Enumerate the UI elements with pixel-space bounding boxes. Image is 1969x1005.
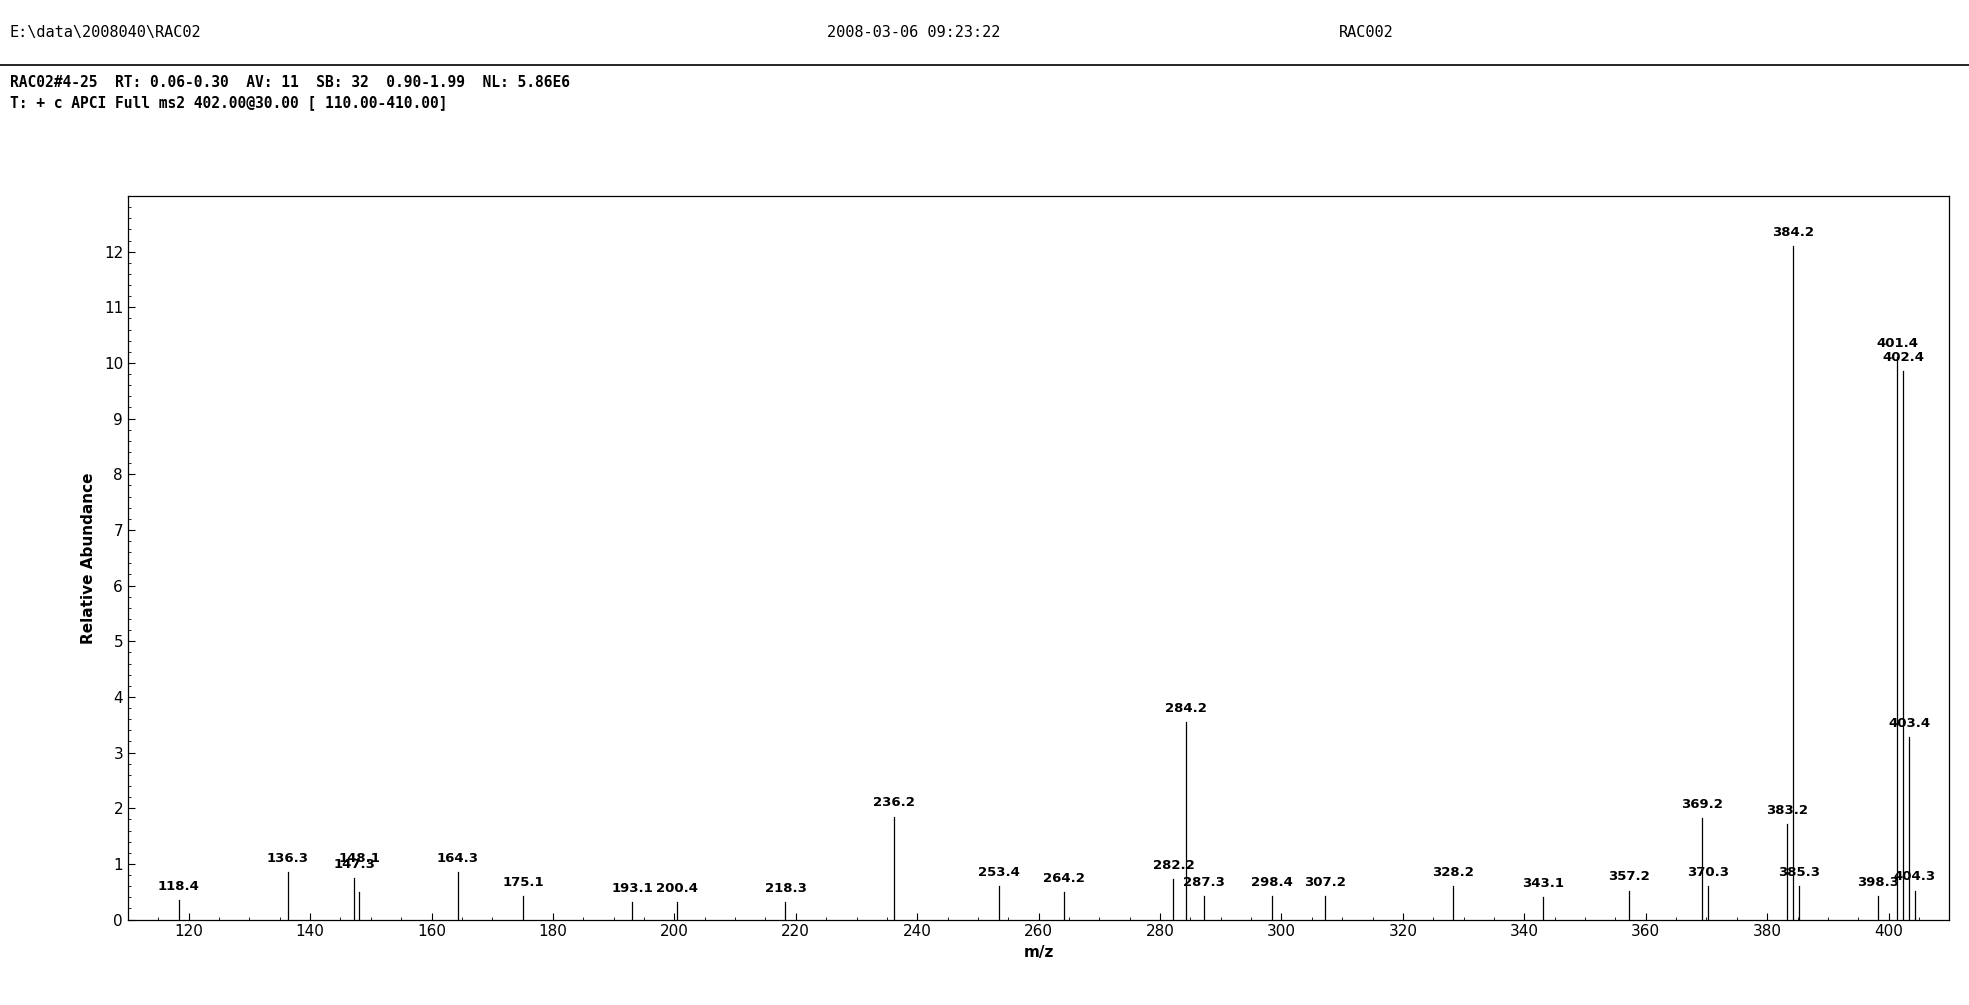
Text: RAC002: RAC002 — [1339, 25, 1394, 40]
Text: 385.3: 385.3 — [1778, 866, 1821, 879]
Text: 193.1: 193.1 — [612, 881, 654, 894]
Text: RAC02#4-25  RT: 0.06-0.30  AV: 11  SB: 32  0.90-1.99  NL: 5.86E6: RAC02#4-25 RT: 0.06-0.30 AV: 11 SB: 32 0… — [10, 75, 569, 90]
Text: 218.3: 218.3 — [764, 881, 807, 894]
Text: 118.4: 118.4 — [158, 879, 201, 892]
Text: 401.4: 401.4 — [1876, 337, 1918, 350]
Text: 404.3: 404.3 — [1894, 870, 1936, 883]
Y-axis label: Relative Abundance: Relative Abundance — [81, 472, 96, 643]
Text: 403.4: 403.4 — [1888, 717, 1930, 730]
Text: 236.2: 236.2 — [872, 796, 916, 809]
Text: 370.3: 370.3 — [1687, 866, 1729, 879]
Text: 282.2: 282.2 — [1152, 859, 1195, 872]
Text: 175.1: 175.1 — [502, 876, 543, 889]
Text: 147.3: 147.3 — [333, 857, 376, 870]
Text: 200.4: 200.4 — [656, 881, 697, 894]
Text: 2008-03-06 09:23:22: 2008-03-06 09:23:22 — [827, 25, 1000, 40]
Text: 343.1: 343.1 — [1522, 877, 1563, 890]
Text: E:\data\2008040\RAC02: E:\data\2008040\RAC02 — [10, 25, 201, 40]
Text: 253.4: 253.4 — [979, 866, 1020, 879]
Text: 384.2: 384.2 — [1772, 226, 1813, 239]
Text: 284.2: 284.2 — [1164, 701, 1207, 715]
Text: 148.1: 148.1 — [339, 852, 380, 865]
Text: 164.3: 164.3 — [437, 852, 478, 865]
Text: 328.2: 328.2 — [1431, 866, 1473, 879]
Text: T: + c APCI Full ms2 402.00@30.00 [ 110.00-410.00]: T: + c APCI Full ms2 402.00@30.00 [ 110.… — [10, 95, 447, 111]
Text: 369.2: 369.2 — [1682, 798, 1723, 811]
Text: 383.2: 383.2 — [1766, 804, 1808, 817]
Text: 264.2: 264.2 — [1044, 871, 1085, 884]
Text: 357.2: 357.2 — [1609, 870, 1650, 883]
Text: 398.3: 398.3 — [1857, 876, 1900, 889]
Text: 287.3: 287.3 — [1183, 876, 1225, 889]
Text: 402.4: 402.4 — [1882, 351, 1924, 364]
Text: 298.4: 298.4 — [1250, 876, 1294, 889]
Text: 136.3: 136.3 — [266, 852, 309, 865]
X-axis label: m/z: m/z — [1024, 945, 1053, 960]
Text: 307.2: 307.2 — [1303, 876, 1347, 889]
